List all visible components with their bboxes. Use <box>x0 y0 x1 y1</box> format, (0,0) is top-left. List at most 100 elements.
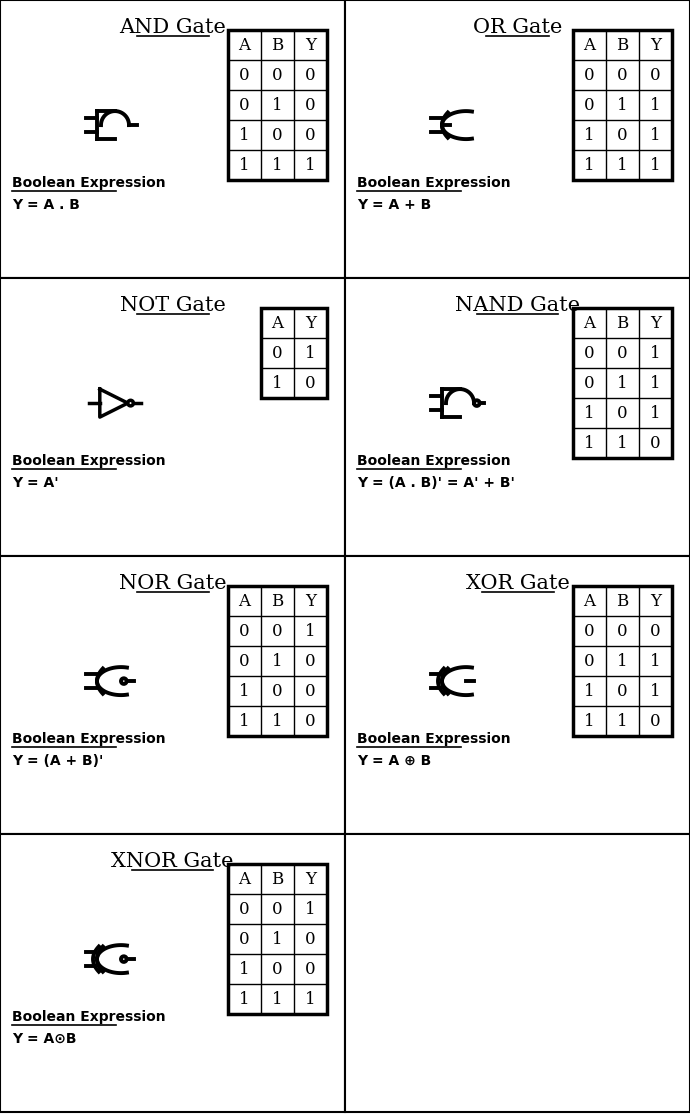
Bar <box>345 278 690 556</box>
Bar <box>0 556 345 834</box>
Text: Y: Y <box>650 593 661 609</box>
Text: XOR Gate: XOR Gate <box>466 574 569 593</box>
Text: 0: 0 <box>305 374 316 391</box>
Text: Y: Y <box>305 593 316 609</box>
Text: 1: 1 <box>617 156 628 174</box>
Text: A: A <box>584 593 595 609</box>
Text: 0: 0 <box>239 930 250 948</box>
Text: Y = A': Y = A' <box>12 476 59 490</box>
Bar <box>0 834 345 1112</box>
Text: A: A <box>239 593 250 609</box>
Text: 1: 1 <box>305 623 316 639</box>
Text: 1: 1 <box>272 653 283 670</box>
Text: Y: Y <box>650 314 661 332</box>
Text: Boolean Expression: Boolean Expression <box>357 732 511 746</box>
Text: 0: 0 <box>584 97 595 114</box>
Text: 1: 1 <box>650 344 661 362</box>
Text: 1: 1 <box>650 653 661 670</box>
Text: 0: 0 <box>617 127 628 144</box>
Text: 0: 0 <box>272 900 283 918</box>
Text: Y: Y <box>305 37 316 53</box>
Text: NOR Gate: NOR Gate <box>119 574 226 593</box>
Text: B: B <box>616 37 629 53</box>
Circle shape <box>121 956 126 961</box>
Text: 1: 1 <box>617 434 628 451</box>
Text: 0: 0 <box>617 67 628 84</box>
Text: 0: 0 <box>584 374 595 391</box>
Text: 1: 1 <box>272 930 283 948</box>
Text: 1: 1 <box>239 683 250 700</box>
Text: 0: 0 <box>305 97 316 114</box>
Bar <box>573 586 672 736</box>
Text: Y = A⊙B: Y = A⊙B <box>12 1032 77 1046</box>
Bar <box>573 30 672 180</box>
Text: B: B <box>616 593 629 609</box>
Text: 0: 0 <box>305 713 316 730</box>
Text: 1: 1 <box>650 683 661 700</box>
Text: A: A <box>271 314 284 332</box>
Circle shape <box>128 400 133 405</box>
Text: A: A <box>239 37 250 53</box>
Text: 1: 1 <box>305 344 316 362</box>
Text: 1: 1 <box>584 404 595 421</box>
Text: Boolean Expression: Boolean Expression <box>357 176 511 190</box>
Text: 1: 1 <box>239 156 250 174</box>
Bar <box>345 834 690 1112</box>
Text: B: B <box>271 870 284 888</box>
Text: 1: 1 <box>272 713 283 730</box>
Text: Boolean Expression: Boolean Expression <box>12 732 166 746</box>
Text: 0: 0 <box>239 97 250 114</box>
Text: 0: 0 <box>650 67 661 84</box>
Text: 1: 1 <box>617 97 628 114</box>
Text: Y = A . B: Y = A . B <box>12 198 80 212</box>
Text: Y = (A + B)': Y = (A + B)' <box>12 754 104 768</box>
Text: 0: 0 <box>584 623 595 639</box>
Text: 0: 0 <box>272 960 283 977</box>
Text: 1: 1 <box>650 374 661 391</box>
Text: 0: 0 <box>584 653 595 670</box>
Text: XNOR Gate: XNOR Gate <box>111 852 234 871</box>
Text: 0: 0 <box>650 713 661 730</box>
Text: 1: 1 <box>239 713 250 730</box>
Text: A: A <box>584 314 595 332</box>
Text: B: B <box>271 593 284 609</box>
Text: NAND Gate: NAND Gate <box>455 296 580 315</box>
Text: 1: 1 <box>617 713 628 730</box>
Text: 1: 1 <box>584 156 595 174</box>
Text: Y = (A . B)' = A' + B': Y = (A . B)' = A' + B' <box>357 476 515 490</box>
Text: 0: 0 <box>239 623 250 639</box>
Text: 1: 1 <box>584 434 595 451</box>
Text: 0: 0 <box>305 683 316 700</box>
Circle shape <box>474 400 480 405</box>
Text: Y: Y <box>305 870 316 888</box>
Text: OR Gate: OR Gate <box>473 18 562 37</box>
Text: Y = A ⊕ B: Y = A ⊕ B <box>357 754 431 768</box>
Text: 1: 1 <box>239 990 250 1007</box>
Text: 0: 0 <box>239 900 250 918</box>
Bar <box>228 30 327 180</box>
Text: 1: 1 <box>650 127 661 144</box>
Bar <box>228 586 327 736</box>
Text: 1: 1 <box>272 156 283 174</box>
Text: 1: 1 <box>617 653 628 670</box>
Text: B: B <box>271 37 284 53</box>
Circle shape <box>121 678 126 684</box>
Bar <box>261 307 327 398</box>
Text: A: A <box>239 870 250 888</box>
Text: 0: 0 <box>272 623 283 639</box>
Text: Boolean Expression: Boolean Expression <box>357 455 511 468</box>
Text: 1: 1 <box>650 97 661 114</box>
Text: A: A <box>584 37 595 53</box>
Text: 1: 1 <box>305 900 316 918</box>
Text: 0: 0 <box>305 127 316 144</box>
Bar <box>228 864 327 1014</box>
Text: 1: 1 <box>584 683 595 700</box>
Text: 0: 0 <box>272 683 283 700</box>
Text: 1: 1 <box>305 990 316 1007</box>
Text: NOT Gate: NOT Gate <box>119 296 226 315</box>
Text: 0: 0 <box>239 67 250 84</box>
Text: 1: 1 <box>272 97 283 114</box>
Bar <box>345 0 690 278</box>
Text: AND Gate: AND Gate <box>119 18 226 37</box>
Text: 1: 1 <box>305 156 316 174</box>
